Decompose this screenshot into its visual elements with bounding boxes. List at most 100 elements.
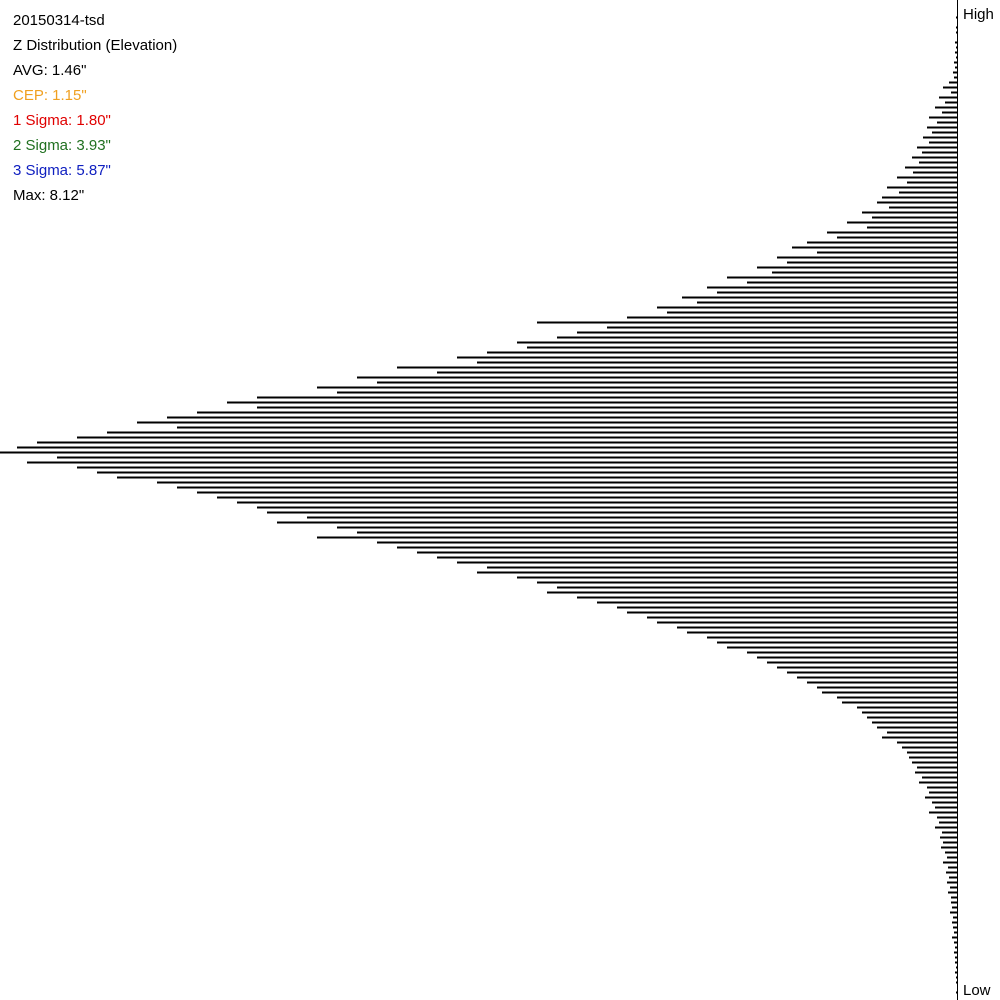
bar [727, 646, 957, 649]
bar [577, 596, 957, 599]
bar [27, 461, 957, 464]
bar [577, 331, 957, 334]
stat-label: 1 Sigma: 1.80" [13, 112, 111, 129]
bar [872, 216, 957, 219]
bar [527, 346, 957, 349]
bar [617, 606, 957, 609]
chart-title: 20150314-tsd [13, 12, 105, 29]
bar [943, 86, 957, 89]
bar [257, 396, 957, 399]
bar [517, 576, 957, 579]
bar [905, 166, 957, 169]
bar [877, 201, 957, 204]
bar [922, 776, 957, 779]
bar [717, 291, 957, 294]
bar [707, 636, 957, 639]
bar [457, 356, 957, 359]
bar [941, 846, 957, 849]
bar [907, 181, 957, 184]
bar [677, 626, 957, 629]
bar [257, 506, 957, 509]
bar [647, 616, 957, 619]
bar [337, 526, 957, 529]
bar [925, 796, 957, 799]
bar [817, 251, 957, 254]
bar [217, 496, 957, 499]
bar [882, 736, 957, 739]
bar [956, 966, 957, 969]
bar [697, 301, 957, 304]
bar [867, 226, 957, 229]
bar [951, 91, 957, 94]
bar [717, 641, 957, 644]
bar [927, 126, 957, 129]
bar [907, 751, 957, 754]
bar [950, 911, 957, 914]
bar [947, 881, 957, 884]
bar [317, 386, 957, 389]
bar [954, 951, 957, 954]
bar [627, 316, 957, 319]
bar [935, 806, 957, 809]
bar [767, 661, 957, 664]
bar [862, 211, 957, 214]
bar [197, 491, 957, 494]
bar [477, 361, 957, 364]
bar [945, 851, 957, 854]
bar [929, 116, 957, 119]
bar [923, 136, 957, 139]
bar [157, 481, 957, 484]
bar [0, 451, 957, 454]
bar [954, 61, 957, 64]
bar [557, 586, 957, 589]
bar [177, 426, 957, 429]
bar [943, 841, 957, 844]
bar [932, 801, 957, 804]
bar [955, 946, 957, 949]
bar [37, 441, 957, 444]
bar [956, 16, 957, 19]
bar [948, 891, 957, 894]
bar [337, 391, 957, 394]
bar [887, 731, 957, 734]
bar [167, 416, 957, 419]
bar [107, 431, 957, 434]
bar [777, 666, 957, 669]
bar [657, 306, 957, 309]
bar [757, 266, 957, 269]
bar [955, 956, 957, 959]
bar [929, 141, 957, 144]
bar [797, 676, 957, 679]
bar [943, 861, 957, 864]
bar [948, 866, 957, 869]
bar [953, 71, 957, 74]
bar [847, 221, 957, 224]
bar [357, 376, 957, 379]
bar [877, 726, 957, 729]
bar [557, 336, 957, 339]
stat-label: 2 Sigma: 3.93" [13, 137, 111, 154]
bar [955, 66, 957, 69]
bar [57, 456, 957, 459]
axis-label-low: Low [963, 982, 991, 999]
bar [757, 656, 957, 659]
bar [807, 681, 957, 684]
bar [897, 176, 957, 179]
bar [953, 916, 957, 919]
bar [955, 41, 957, 44]
bar [437, 371, 957, 374]
bar [935, 106, 957, 109]
bar [792, 246, 957, 249]
bar [929, 791, 957, 794]
bar [842, 701, 957, 704]
bar [682, 296, 957, 299]
bar [937, 121, 957, 124]
bar [267, 511, 957, 514]
bar [537, 321, 957, 324]
bar [727, 276, 957, 279]
bar [915, 771, 957, 774]
bar [940, 836, 957, 839]
bar [945, 101, 957, 104]
